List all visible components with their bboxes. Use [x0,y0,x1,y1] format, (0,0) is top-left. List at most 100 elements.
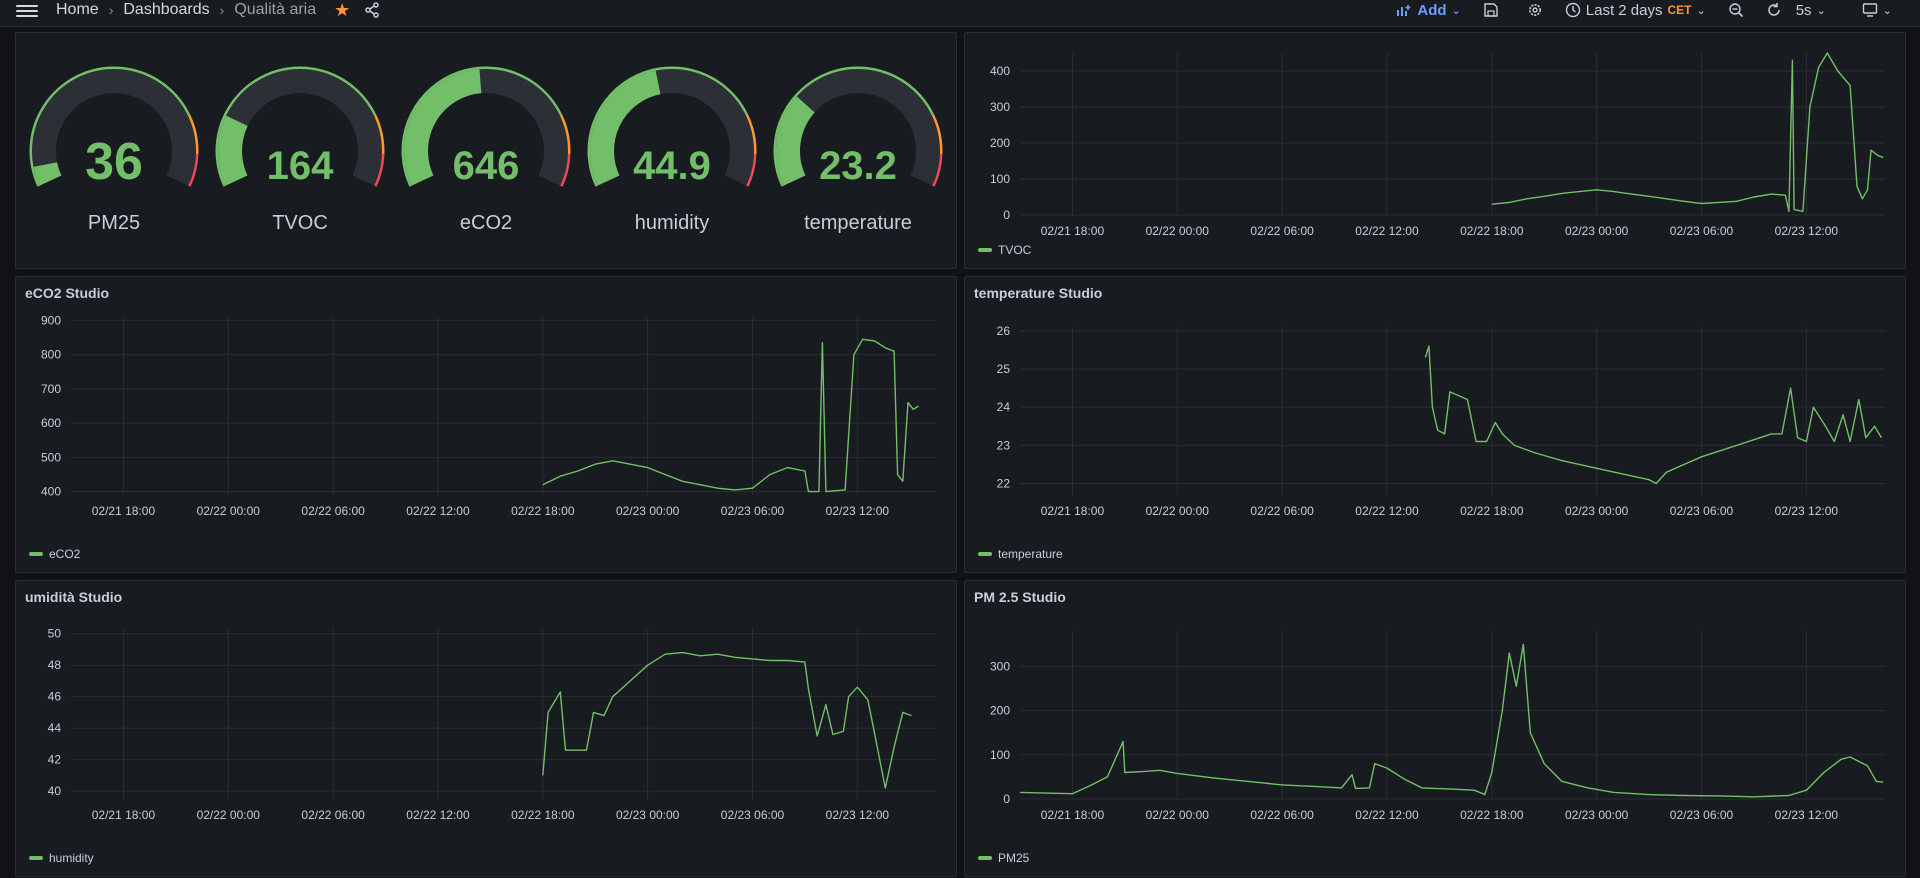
y-tick-label: 0 [1003,208,1010,222]
x-tick-label: 02/22 18:00 [511,504,575,518]
legend-item[interactable]: eCO2 [29,547,80,561]
share-icon[interactable] [364,2,380,18]
y-tick-label: 600 [41,416,61,430]
monitor-icon [1862,3,1877,17]
y-tick-label: 100 [990,172,1010,186]
gauge-threshold-crit [187,153,199,187]
series-line-temperature [1424,345,1883,485]
add-button[interactable]: Add ⌄ [1396,1,1461,19]
gauge-threshold-crit [745,153,757,187]
gauges: 36 PM25 164 TVOC 646 eCO2 44.9 humidity 23.2 temp… [29,66,943,234]
chevron-right-icon: › [108,2,114,18]
gauge-threshold-warn [931,114,943,154]
legend-item[interactable]: humidity [29,851,94,865]
panel-title: temperature Studio [974,285,1103,301]
timezone-badge: CET [1667,3,1692,17]
gauge-eCO2: 646 eCO2 [401,66,571,234]
tvoc-chart: 0 100 200 300 400 02/21 18:00 02/22 00:00 02/22… [990,52,1885,238]
y-tick-label: 300 [990,100,1010,114]
x-tick-label: 02/23 12:00 [1775,224,1839,238]
gauge-threshold-ok [773,66,935,187]
x-tick-label: 02/22 06:00 [301,504,365,518]
breadcrumb: Home › Dashboards › Qualità aria ★ [56,0,380,20]
x-tick-label: 02/21 18:00 [1041,504,1105,518]
gauge-fill [218,115,248,186]
axes: 0 100 200 300 400 02/21 18:00 02/22 00:00 02/22… [990,64,1838,238]
gauge-threshold-warn [187,114,199,154]
gauge-threshold-ok [587,66,749,187]
legend-item[interactable]: TVOC [978,243,1031,257]
star-icon[interactable]: ★ [334,0,351,20]
breadcrumb-home[interactable]: Home [56,1,99,18]
gauge-label: TVOC [272,212,328,234]
gauge-value: 646 [453,144,520,188]
x-tick-label: 02/22 00:00 [197,808,261,822]
gauge-threshold-warn [373,114,385,154]
zoom-out-icon[interactable] [1728,2,1744,18]
panel-title: PM 2.5 Studio [974,589,1066,605]
x-tick-label: 02/22 12:00 [1355,808,1419,822]
menu-icon[interactable] [16,2,38,20]
grid [1020,327,1885,495]
series-line-humidity [542,651,912,789]
gauge-fill [33,161,62,186]
y-tick-label: 42 [48,753,62,767]
pm25-panel[interactable]: PM 2.5 Studio 0 100 200 300 02/21 18:00 02/22… [964,580,1906,877]
gauge-threshold-warn [559,114,571,154]
x-tick-label: 02/22 00:00 [197,504,261,518]
grid [1020,53,1885,216]
gauge-panel[interactable]: 36 PM25 164 TVOC 646 eCO2 44.9 humidity 23.2 temp… [15,32,957,269]
legend-item[interactable]: PM25 [978,851,1029,865]
legend-label: TVOC [998,243,1032,257]
x-tick-label: 02/23 00:00 [1565,504,1629,518]
breadcrumb-dashboards[interactable]: Dashboards [123,1,210,18]
legend-label: humidity [49,851,94,865]
y-tick-label: 700 [41,382,61,396]
chevron-right-icon: › [219,2,225,18]
refresh-icon[interactable] [1766,2,1782,18]
eco2-panel[interactable]: eCO2 Studio 400 500 600 700 800 900 02/21 18:0… [15,276,957,573]
gauge-value: 44.9 [633,144,711,188]
save-icon[interactable] [1483,2,1499,18]
gauge-threshold-warn [745,114,757,154]
x-tick-label: 02/22 18:00 [1460,224,1524,238]
legend-item[interactable]: temperature [978,547,1063,561]
time-range-label: Last 2 days [1585,1,1663,19]
y-tick-label: 100 [990,748,1010,762]
gauge-label: PM25 [88,212,140,234]
panel-title: eCO2 Studio [25,285,110,301]
add-label: Add [1417,1,1447,19]
grid [1020,631,1885,800]
y-tick-label: 800 [41,348,61,362]
gauge-humidity: 44.9 humidity [587,66,757,234]
x-tick-label: 02/23 12:00 [826,504,890,518]
tvoc-panel[interactable]: 0 100 200 300 400 02/21 18:00 02/22 00:00 02/22… [964,32,1906,269]
grid [71,317,936,495]
x-tick-label: 02/22 00:00 [1146,504,1210,518]
gear-icon[interactable] [1527,2,1543,18]
x-tick-label: 02/23 00:00 [616,808,680,822]
x-tick-label: 02/22 18:00 [511,808,575,822]
x-tick-label: 02/21 18:00 [1041,808,1105,822]
chevron-down-icon: ⌄ [1451,4,1461,17]
x-tick-label: 02/23 12:00 [826,808,890,822]
x-tick-label: 02/22 12:00 [1355,224,1419,238]
humidity-panel[interactable]: umidità Studio 40 42 44 46 48 50 02/21 18:00 02… [15,580,957,877]
x-tick-label: 02/23 06:00 [1670,224,1734,238]
gauge-fill [590,70,661,186]
panel-title: umidità Studio [25,589,123,605]
view-mode-button[interactable]: ⌄ [1862,2,1892,18]
refresh-interval-picker[interactable]: 5s ⌄ [1796,2,1826,19]
temperature-panel[interactable]: temperature Studio 22 23 24 25 26 02/21 18:00… [964,276,1906,573]
legend-swatch [29,552,43,556]
x-tick-label: 02/23 06:00 [1670,504,1734,518]
x-tick-label: 02/21 18:00 [92,808,156,822]
y-tick-label: 46 [48,690,62,704]
legend-swatch [29,856,43,860]
time-range-picker[interactable]: Last 2 days CET ⌄ [1565,2,1706,19]
series-line-PM25 [1019,643,1884,798]
gauge-threshold-crit [559,153,571,187]
x-tick-label: 02/22 06:00 [301,808,365,822]
x-tick-label: 02/22 00:00 [1146,808,1210,822]
gauge-TVOC: 164 TVOC [215,66,385,234]
